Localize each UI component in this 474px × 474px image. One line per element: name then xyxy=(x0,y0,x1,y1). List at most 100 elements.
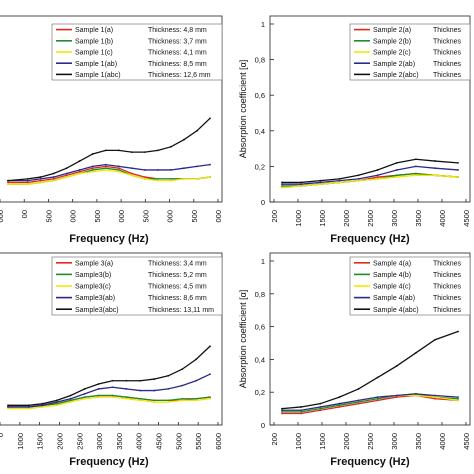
plot-frame xyxy=(0,15,223,203)
data-point xyxy=(300,183,303,186)
data-point xyxy=(111,396,114,399)
x-tick-label: 3500 xyxy=(414,210,423,227)
legend-box xyxy=(51,256,223,316)
data-point xyxy=(376,169,379,171)
data-point xyxy=(415,172,417,175)
legend-thickness: Thickness: 13,11 mm xyxy=(148,307,214,314)
y-tick-label: 0,4 xyxy=(255,355,265,364)
data-point xyxy=(55,401,58,403)
data-point xyxy=(395,174,398,177)
legend: Sample 1(a) Thickness: 4,8 mm Sample 1(b) T… xyxy=(51,23,223,81)
x-tick-label: 4000 xyxy=(135,433,144,450)
x-tick-label: 1500 xyxy=(36,433,45,450)
data-point xyxy=(357,402,360,405)
data-point xyxy=(65,167,68,170)
data-point xyxy=(415,394,417,397)
legend-thickness: Thickness: 4,8 mm xyxy=(148,27,207,34)
data-point xyxy=(104,167,107,170)
legend-label: Sample3(ab) xyxy=(75,295,115,302)
data-point xyxy=(130,151,133,154)
data-point xyxy=(26,177,29,180)
data-point xyxy=(183,177,185,180)
y-tick-label: 0,4 xyxy=(255,127,265,136)
data-point xyxy=(281,186,283,189)
legend-label: Sample 1(a) xyxy=(75,27,113,34)
data-point xyxy=(139,397,142,400)
data-point xyxy=(415,165,417,168)
data-point xyxy=(300,185,303,187)
legend-label: Sample 1(b) xyxy=(75,38,113,45)
data-point xyxy=(457,176,459,178)
data-point xyxy=(338,179,341,182)
data-point xyxy=(167,401,170,403)
x-axis-label: Frequency (Hz) xyxy=(69,233,149,245)
legend-label: Sample 2(a) xyxy=(373,27,411,34)
data-point xyxy=(183,138,185,141)
legend-thickness: Thickness: 12,6 mm xyxy=(148,72,211,79)
data-point xyxy=(117,170,120,173)
y-tick-label: 0,8 xyxy=(255,290,265,299)
y-axis-label: Absorption coefficient [α] xyxy=(238,290,248,389)
x-tick-label: 2000 xyxy=(342,433,351,450)
y-tick-label: 0,2 xyxy=(255,388,265,397)
panel-4: 0 0,2 0,4 0,6 0,8 1 200 1000 1500 2000 2500 3000 350… xyxy=(238,252,471,468)
data-point xyxy=(357,399,360,402)
data-point xyxy=(195,397,197,400)
data-point xyxy=(281,183,283,186)
data-point xyxy=(376,399,379,402)
data-point xyxy=(39,176,42,178)
data-point xyxy=(434,160,436,162)
x-tick-label: 2500 xyxy=(366,433,375,450)
x-tick-label: 000 xyxy=(214,210,223,223)
data-point xyxy=(209,117,211,120)
data-point xyxy=(357,177,360,180)
x-tick-label: 3500 xyxy=(115,433,124,450)
legend-thickness: Thickness: 4,5 mm xyxy=(148,284,207,291)
data-point xyxy=(117,167,120,170)
legend-label: Sample3(abc) xyxy=(75,307,119,314)
data-point xyxy=(26,183,29,186)
data-point xyxy=(434,397,436,400)
x-tick-label: 5000 xyxy=(174,433,183,450)
data-point xyxy=(357,388,360,390)
series-line-4 xyxy=(282,393,459,411)
data-point xyxy=(281,181,283,184)
data-point xyxy=(196,177,198,180)
legend-thickness: Thickness: 8,6 mm xyxy=(148,295,207,302)
data-point xyxy=(65,174,68,177)
data-point xyxy=(91,165,94,168)
legend-box xyxy=(51,23,223,81)
data-point xyxy=(125,379,128,382)
data-point xyxy=(167,374,170,377)
y-tick-label: 0,6 xyxy=(255,91,265,100)
data-point xyxy=(91,153,94,155)
series-line-5 xyxy=(7,117,211,182)
legend-label: Sample3(c) xyxy=(75,284,111,291)
data-point xyxy=(125,396,128,399)
data-point xyxy=(7,407,9,410)
legend-label: Sample 4(c) xyxy=(373,284,411,291)
x-tick-label: 00 xyxy=(20,210,29,218)
x-tick-label: 1500 xyxy=(318,210,327,227)
data-point xyxy=(55,404,58,407)
data-point xyxy=(78,172,81,175)
data-point xyxy=(281,409,283,412)
legend-thickness: Thickness: 8,5 mm xyxy=(148,61,207,68)
x-tick-label: 4000 xyxy=(438,210,447,227)
x-tick-label: 5500 xyxy=(194,433,203,450)
data-point xyxy=(143,177,146,180)
x-tick-label: 000 xyxy=(166,210,175,223)
x-tick-label: 3500 xyxy=(414,433,423,450)
data-point xyxy=(300,410,303,413)
data-point xyxy=(196,165,198,168)
data-point xyxy=(376,177,379,180)
x-tick-label: 500 xyxy=(190,210,199,223)
data-point xyxy=(39,179,42,182)
data-point xyxy=(415,392,417,395)
data-point xyxy=(130,174,133,177)
data-point xyxy=(91,170,94,173)
data-point xyxy=(125,388,128,390)
legend-label: Sample 2(c) xyxy=(373,50,411,57)
